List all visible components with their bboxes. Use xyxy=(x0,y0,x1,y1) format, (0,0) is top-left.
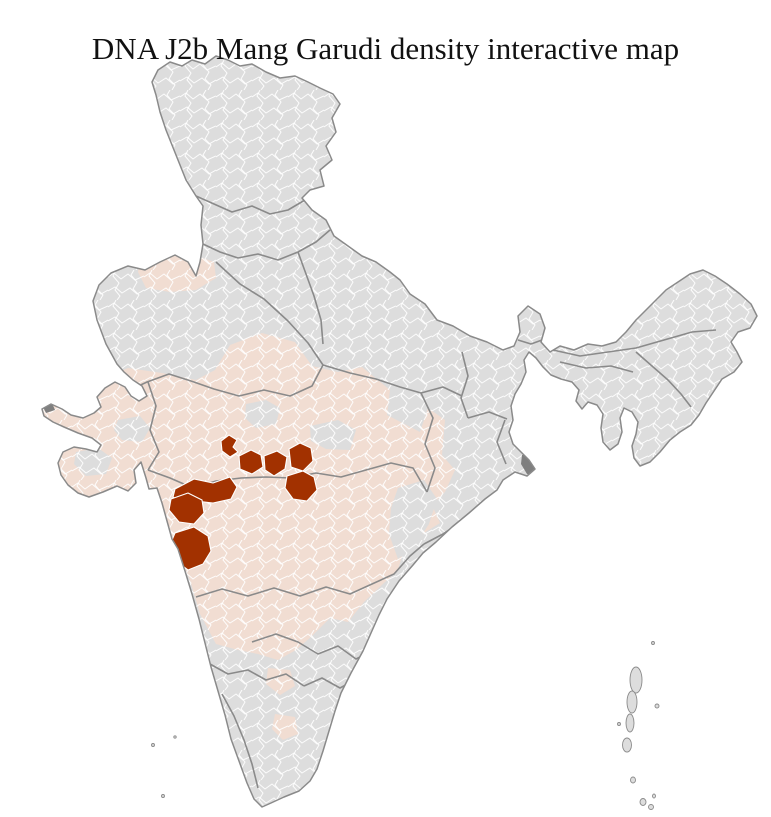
high-density-district[interactable] xyxy=(288,442,314,472)
state-border xyxy=(496,419,507,465)
island xyxy=(639,798,647,806)
state-border xyxy=(147,381,160,471)
high-density-district[interactable] xyxy=(284,470,318,502)
state-border xyxy=(322,364,463,397)
island xyxy=(617,722,621,726)
island xyxy=(654,703,660,709)
state-border xyxy=(635,351,692,408)
state-border xyxy=(460,351,469,419)
state-border xyxy=(297,251,324,345)
island xyxy=(630,776,636,784)
island xyxy=(629,666,643,694)
island xyxy=(626,690,638,714)
high-density-district[interactable] xyxy=(168,492,205,525)
state-border xyxy=(195,543,425,598)
island xyxy=(625,713,635,733)
page-title: DNA J2b Mang Garudi density interactive … xyxy=(91,30,680,66)
state-border xyxy=(517,339,543,345)
state-border xyxy=(221,693,259,789)
state-border xyxy=(202,229,331,261)
island xyxy=(648,804,654,810)
state-border xyxy=(420,392,436,493)
island xyxy=(151,743,155,747)
india-outline xyxy=(41,55,758,808)
high-density-district[interactable] xyxy=(238,449,264,475)
island xyxy=(652,793,656,799)
island xyxy=(651,641,655,645)
state-border xyxy=(129,261,324,397)
island xyxy=(173,735,177,739)
state-border xyxy=(209,663,305,687)
state-border xyxy=(552,329,717,357)
state-border xyxy=(467,411,508,420)
high-density-district[interactable] xyxy=(154,529,163,540)
state-border xyxy=(559,361,634,373)
high-density-district[interactable] xyxy=(220,434,239,458)
island xyxy=(161,794,165,798)
high-density-district[interactable] xyxy=(263,450,288,477)
island xyxy=(622,737,632,753)
state-border xyxy=(195,187,320,215)
